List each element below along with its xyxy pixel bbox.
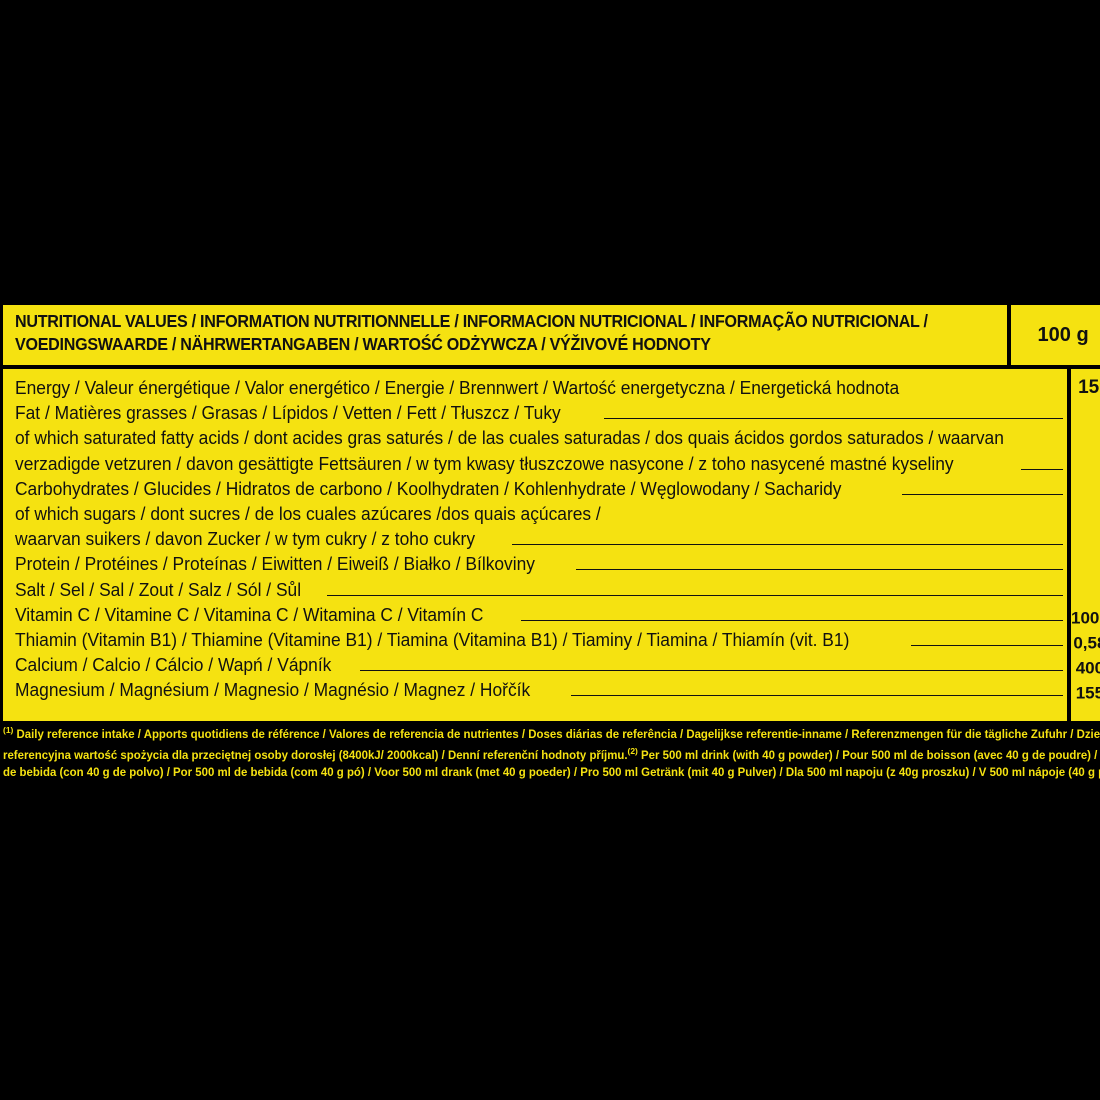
nutrient-name-text: Calcium / Calcio / Cálcio / Wapń / Vápní… [15, 654, 332, 676]
value-cell-100g: 0,58 = 53%(1) [1071, 627, 1100, 653]
nutrition-table: NUTRITIONAL VALUES / INFORMATION NUTRITI… [3, 305, 1100, 721]
nutrient-name-line: of which sugars / dont sucres / de los c… [15, 501, 1067, 526]
nutrient-name-text: of which sugars / dont sucres / de los c… [15, 502, 601, 524]
nutrient-name-text: Magnesium / Magnésium / Magnesio / Magné… [15, 679, 531, 701]
nutritional-values-title: NUTRITIONAL VALUES / INFORMATION NUTRITI… [3, 305, 1008, 365]
nutrient-name-line: Thiamin (Vitamin B1) / Thiamine (Vitamin… [15, 627, 1067, 652]
footnote-line-2: referencyjna wartość spożycia dla przeci… [3, 746, 1100, 763]
title-line-2: VOEDINGSWAARDE / NÄHRWERTANGABEN / WARTO… [15, 334, 711, 354]
nutrient-name-line: Energy / Valeur énergétique / Valor ener… [15, 375, 1067, 400]
leader-rule [327, 594, 1063, 596]
value-cell-100g: 0 [1071, 400, 1100, 425]
nutrient-name-line: Magnesium / Magnésium / Magnesio / Magné… [15, 677, 1067, 702]
value-cell-100g-text: 155 = 41% [1075, 683, 1100, 703]
value-cell-100g-text: 1590 / 374 [1078, 377, 1100, 398]
column-header-100g: 100 g [1011, 305, 1100, 365]
value-cell-100g: 155 = 41%(1) [1071, 677, 1100, 703]
value-cell-100g: 1590 / 374 [1071, 375, 1100, 400]
nutrient-name-line: Vitamin C / Vitamine C / Vitamina C / Wi… [15, 602, 1067, 627]
nutrient-name-text: Fat / Matières grasses / Grasas / Lípido… [15, 402, 561, 424]
value-cell-100g: 70 [1071, 526, 1100, 551]
nutrient-name-text: verzadigde vetzuren / davon gesättigte F… [15, 452, 954, 474]
nutrient-name-text: Protein / Protéines / Proteínas / Eiwitt… [15, 553, 535, 575]
value-cell-100g-text: 400 = 50% [1075, 658, 1100, 678]
nutrient-name-text: Salt / Sel / Sal / Zout / Salz / Sól / S… [15, 578, 302, 600]
nutrient-name-line: Salt / Sel / Sal / Zout / Salz / Sól / S… [15, 577, 1067, 602]
footnote-line-3: de bebida (con 40 g de polvo) / Por 500 … [3, 765, 1100, 779]
nutrient-name-line: Calcium / Calcio / Cálcio / Wapń / Vápní… [15, 652, 1067, 677]
nutrient-name-text: Energy / Valeur énergétique / Valor ener… [15, 377, 900, 398]
leader-rule [910, 644, 1063, 646]
title-line-1: NUTRITIONAL VALUES / INFORMATION NUTRITI… [15, 311, 928, 331]
value-cell-100g-text: 0,58 = 53% [1073, 633, 1100, 653]
footnote-line-1: (1) Daily reference intake / Apports quo… [3, 725, 1100, 741]
nutrient-name-text: of which saturated fatty acids / dont ac… [15, 427, 1004, 449]
value-cell-100g: 2,8 [1071, 577, 1100, 602]
footnote-marker-1: (1) [3, 725, 14, 735]
nutrient-name-line: Fat / Matières grasses / Grasas / Lípido… [15, 400, 1067, 425]
leader-rule [359, 670, 1063, 672]
value-cell-100g-text: 100 = 125% [1071, 608, 1100, 628]
nutrient-name-text: Thiamin (Vitamin B1) / Thiamine (Vitamin… [15, 628, 850, 650]
value-cell-100g: 400 = 50%(1) [1071, 652, 1100, 678]
value-cell-100g: 0 [1071, 551, 1100, 576]
value-cell-100g: 0 [1071, 451, 1100, 476]
leader-rule [603, 418, 1063, 420]
leader-rule [571, 695, 1063, 697]
nutrient-name-line: Carbohydrates / Glucides / Hidratos de c… [15, 476, 1067, 501]
nutrient-name-text: Carbohydrates / Glucides / Hidratos de c… [15, 477, 842, 499]
nutrient-name-line: Protein / Protéines / Proteínas / Eiwitt… [15, 551, 1067, 576]
value-cell-100g [1071, 501, 1100, 526]
nutrient-name-line: verzadigde vetzuren / davon gesättigte F… [15, 451, 1067, 476]
values-column-100g: 1590 / 3740 088 7002,8100 = 125%(1)0,58 … [1071, 369, 1100, 721]
nutrient-name-line: of which saturated fatty acids / dont ac… [15, 425, 1067, 450]
nutrient-name-line: waarvan suikers / davon Zucker / w tym c… [15, 526, 1067, 551]
value-cell-100g [1071, 425, 1100, 450]
leader-rule [576, 569, 1063, 571]
leader-rule [1021, 468, 1063, 470]
footnote-block: (1) Daily reference intake / Apports quo… [3, 722, 1100, 782]
value-cell-100g: 88 [1071, 476, 1100, 501]
leader-rule [521, 619, 1063, 621]
value-cell-100g: 100 = 125%(1) [1071, 602, 1100, 627]
footnote-marker-2b: (2) [627, 746, 638, 757]
leader-rule [902, 493, 1063, 495]
nutrient-name-column: Energy / Valeur énergétique / Valor ener… [3, 369, 1067, 721]
table-header-row: NUTRITIONAL VALUES / INFORMATION NUTRITI… [3, 305, 1100, 365]
leader-rule [512, 544, 1063, 546]
nutrient-name-text: waarvan suikers / davon Zucker / w tym c… [15, 528, 476, 550]
table-body-row: Energy / Valeur énergétique / Valor ener… [3, 369, 1100, 721]
nutrient-name-text: Vitamin C / Vitamine C / Vitamina C / Wi… [15, 603, 484, 625]
